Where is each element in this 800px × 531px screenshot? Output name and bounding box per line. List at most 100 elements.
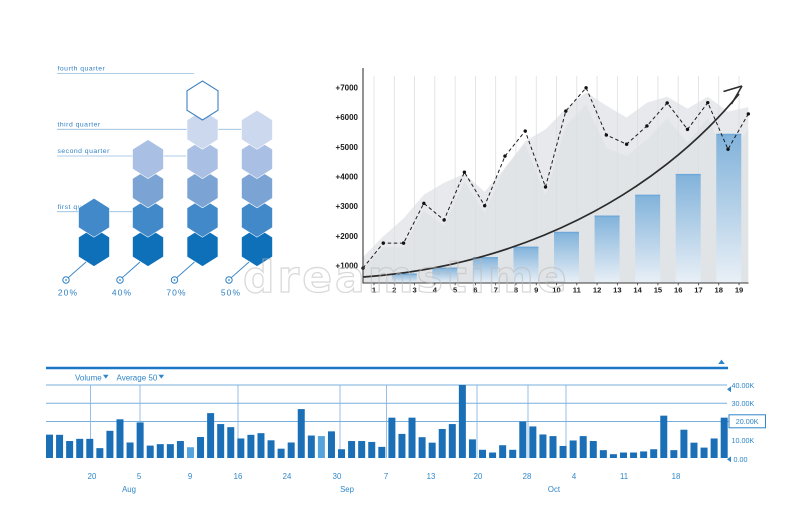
x-tick-label: 15 [654, 286, 663, 295]
y-tick-label: +7000 [336, 83, 359, 92]
average50-dropdown-label[interactable]: Average 50 [117, 374, 158, 383]
growth-bar-cap [513, 246, 539, 249]
quarter-label: second quarter [58, 148, 111, 155]
volume-bar [166, 444, 174, 458]
percent-marker-dot [65, 279, 67, 281]
right-axis-label-20k: 20.00K [736, 417, 759, 426]
volume-bar [690, 442, 698, 458]
volume-bar [418, 437, 426, 458]
volume-bar [519, 421, 527, 458]
volume-bar [287, 442, 295, 458]
volume-dropdown-label[interactable]: Volume [75, 374, 102, 383]
volume-bar [136, 422, 144, 458]
chevron-down-icon[interactable] [103, 374, 109, 379]
quarter-label: first quarter [58, 204, 99, 211]
percent-label: 20% [58, 288, 78, 298]
x-tick-label: 19 [735, 286, 743, 295]
chevron-down-icon[interactable] [158, 374, 165, 379]
volume-bar [569, 440, 577, 458]
x-tick-label: 12 [593, 286, 601, 295]
volume-bar [680, 429, 688, 458]
data-point [381, 241, 385, 245]
data-point [645, 124, 649, 128]
volume-bar [247, 434, 255, 458]
data-point [726, 147, 730, 151]
percent-marker-dot [173, 279, 176, 281]
x-tick-label: 14 [633, 286, 642, 295]
x-tick-label: 5 [453, 286, 458, 295]
x-tick-label: 17 [694, 286, 702, 295]
volume-bar [499, 445, 507, 459]
date-tick-label: 4 [572, 472, 577, 481]
date-tick-label: 24 [283, 472, 292, 481]
volume-bar [338, 449, 346, 458]
growth-bar [716, 133, 742, 283]
quarter-label: third quarter [58, 122, 101, 129]
marker-left-icon[interactable] [727, 386, 731, 393]
volume-bar [327, 431, 335, 458]
volume-bar [186, 447, 194, 458]
volume-bar [529, 426, 537, 458]
growth-bar [432, 267, 458, 283]
percent-leader-line [231, 261, 250, 278]
volume-bar [277, 448, 285, 458]
hexagon-segment [186, 80, 219, 121]
dashed-series-line [362, 86, 749, 269]
volume-bar [539, 434, 547, 458]
right-axis-label-0: 0.00 [734, 455, 748, 464]
date-tick-label: 11 [620, 472, 628, 481]
trend-arrowhead [730, 85, 743, 105]
right-axis-label-30k: 30.00K [732, 399, 755, 408]
volume-bar [408, 417, 416, 458]
volume-bar [257, 433, 265, 458]
hexagon-segment [241, 109, 273, 150]
data-point [422, 201, 426, 206]
date-tick-label: 20 [88, 472, 97, 481]
volume-bar [559, 445, 567, 458]
y-tick-label: +3000 [336, 202, 359, 211]
percent-leader-line [122, 261, 141, 278]
data-point [401, 241, 406, 245]
marker-left-icon[interactable] [727, 456, 731, 463]
x-tick-label: 10 [552, 286, 560, 295]
growth-bar-cap [391, 273, 417, 275]
volume-bar [489, 452, 497, 458]
volume-bar [146, 445, 154, 458]
x-tick-label: 13 [613, 286, 621, 295]
x-tick-label: 6 [473, 286, 477, 295]
percent-marker-dot [119, 279, 121, 281]
hexagon-quarter-chart: first quarter second quarter third quarter… [57, 66, 273, 298]
data-point [462, 170, 467, 174]
scroll-up-icon[interactable] [718, 359, 725, 364]
x-tick-label: 18 [715, 286, 723, 295]
volume-bar [297, 409, 305, 458]
growth-bar-cap [554, 231, 580, 234]
quarter-label: fourth quarter [58, 66, 106, 73]
growth-bar [554, 231, 580, 283]
volume-bar [640, 451, 648, 458]
data-point [523, 129, 527, 133]
growth-bar [513, 246, 539, 283]
date-tick-label: 20 [474, 472, 483, 481]
volume-bar [609, 454, 617, 458]
data-point [604, 133, 609, 137]
volume-bar [317, 436, 325, 458]
volume-bar [468, 439, 476, 458]
volume-bar [217, 424, 225, 459]
growth-bar-cap [432, 267, 458, 269]
date-tick-label: 5 [137, 472, 142, 481]
volume-bar [96, 448, 104, 458]
data-point [482, 204, 487, 208]
volume-bar [720, 417, 728, 458]
growth-bar-cap [594, 215, 620, 217]
volume-bar [670, 450, 678, 458]
growth-bar [472, 257, 498, 283]
volume-bar [207, 413, 215, 459]
volume-bar [589, 441, 597, 458]
growth-bar-cap [635, 194, 661, 197]
volume-bar [700, 447, 708, 458]
growth-bar-cap [472, 257, 498, 259]
month-label: Aug [122, 485, 136, 494]
x-tick-label: 8 [514, 286, 518, 295]
